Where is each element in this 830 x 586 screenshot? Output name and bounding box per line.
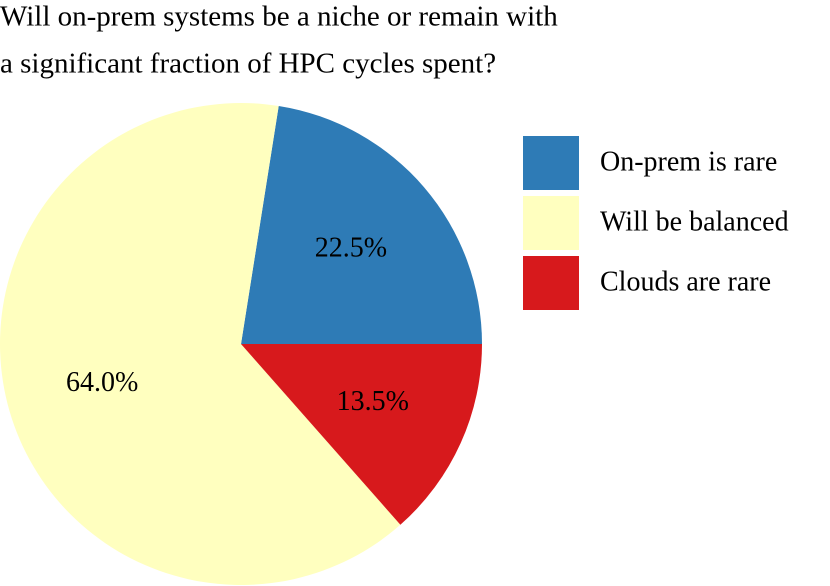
slice-label: 22.5% [315,233,387,264]
legend-swatch [523,196,579,250]
pie-slice [241,344,482,525]
legend-swatch [523,256,579,310]
legend-label: On-prem is rare [600,146,777,177]
legend-label: Clouds are rare [600,266,771,297]
legend-label: Will be balanced [600,206,789,237]
chart-title: a significant fraction of HPC cycles spe… [0,48,496,80]
pie-slice [0,103,401,586]
legend-swatch [523,136,579,190]
slice-label: 64.0% [66,367,138,398]
chart-title: Will on-prem systems be a niche or remai… [0,1,558,33]
slice-label: 13.5% [337,386,409,417]
pie-slice [241,105,482,345]
